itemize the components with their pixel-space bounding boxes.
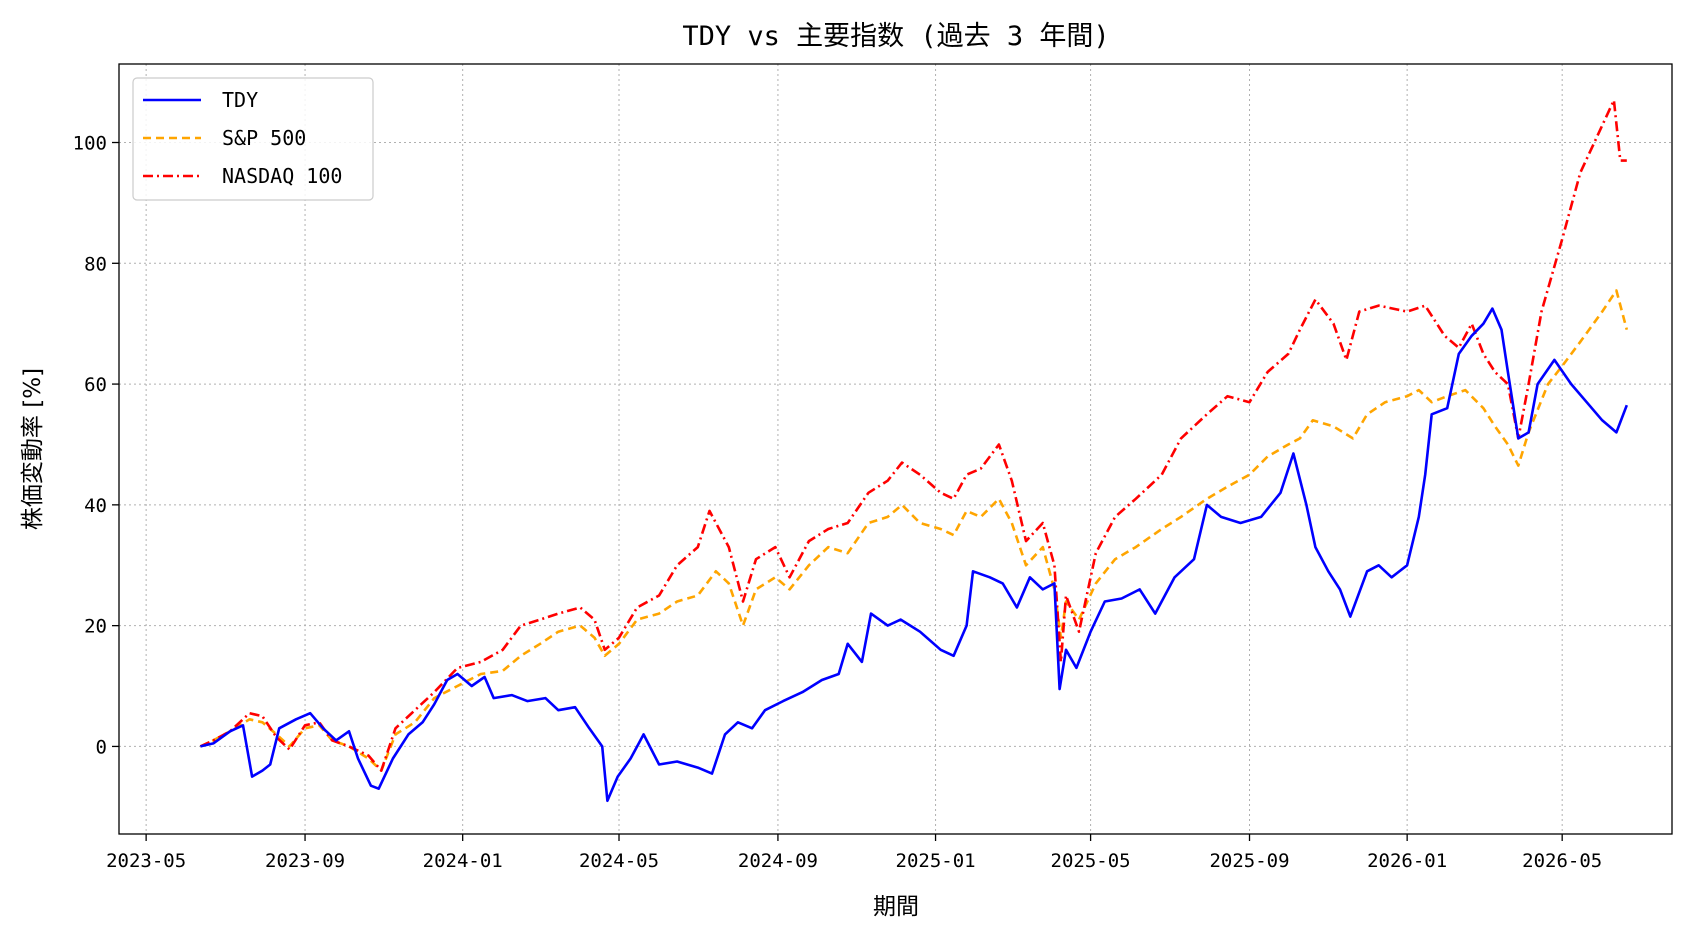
x-tick-label: 2024-01 [423, 850, 503, 872]
series-line-sp500 [199, 289, 1629, 772]
x-tick-label: 2023-05 [106, 850, 186, 872]
chart-title: TDY vs 主要指数 (過去 3 年間) [682, 21, 1109, 52]
y-tick-label: 20 [84, 616, 107, 638]
y-tick-label: 60 [84, 374, 107, 396]
legend-label-nasdaq100: NASDAQ 100 [222, 164, 342, 188]
legend-box [132, 77, 374, 201]
series-line-tdy [200, 307, 1629, 803]
legend-label-tdy: TDY [222, 88, 258, 112]
x-tick-label: 2024-05 [579, 850, 659, 872]
grid-lines [119, 64, 1672, 834]
x-tick-label: 2026-01 [1367, 850, 1447, 872]
y-axis-label: 株価変動率 [%] [20, 368, 46, 530]
x-tick-label: 2024-09 [738, 850, 818, 872]
y-tick-label: 0 [96, 736, 107, 758]
legend: TDY S&P 500 NASDAQ 100 [132, 77, 374, 201]
x-axis: 2023-05 2023-09 2024-01 2024-05 2024-09 2025-… [106, 834, 1602, 872]
y-tick-label: 80 [84, 253, 107, 275]
y-tick-label: 40 [84, 495, 107, 517]
plot-area-frame [118, 63, 1673, 835]
y-axis: 0 20 40 60 80 100 [73, 133, 119, 758]
x-axis-label: 期間 [873, 894, 919, 920]
x-tick-label: 2025-05 [1051, 850, 1131, 872]
x-tick-label: 2023-09 [265, 850, 345, 872]
x-tick-label: 2025-09 [1209, 850, 1289, 872]
series-layer [199, 98, 1629, 803]
x-tick-label: 2025-01 [896, 850, 976, 872]
series-line-nasdaq100 [199, 98, 1627, 772]
legend-label-sp500: S&P 500 [222, 126, 306, 150]
y-tick-label: 100 [73, 133, 107, 155]
x-tick-label: 2026-05 [1522, 850, 1602, 872]
